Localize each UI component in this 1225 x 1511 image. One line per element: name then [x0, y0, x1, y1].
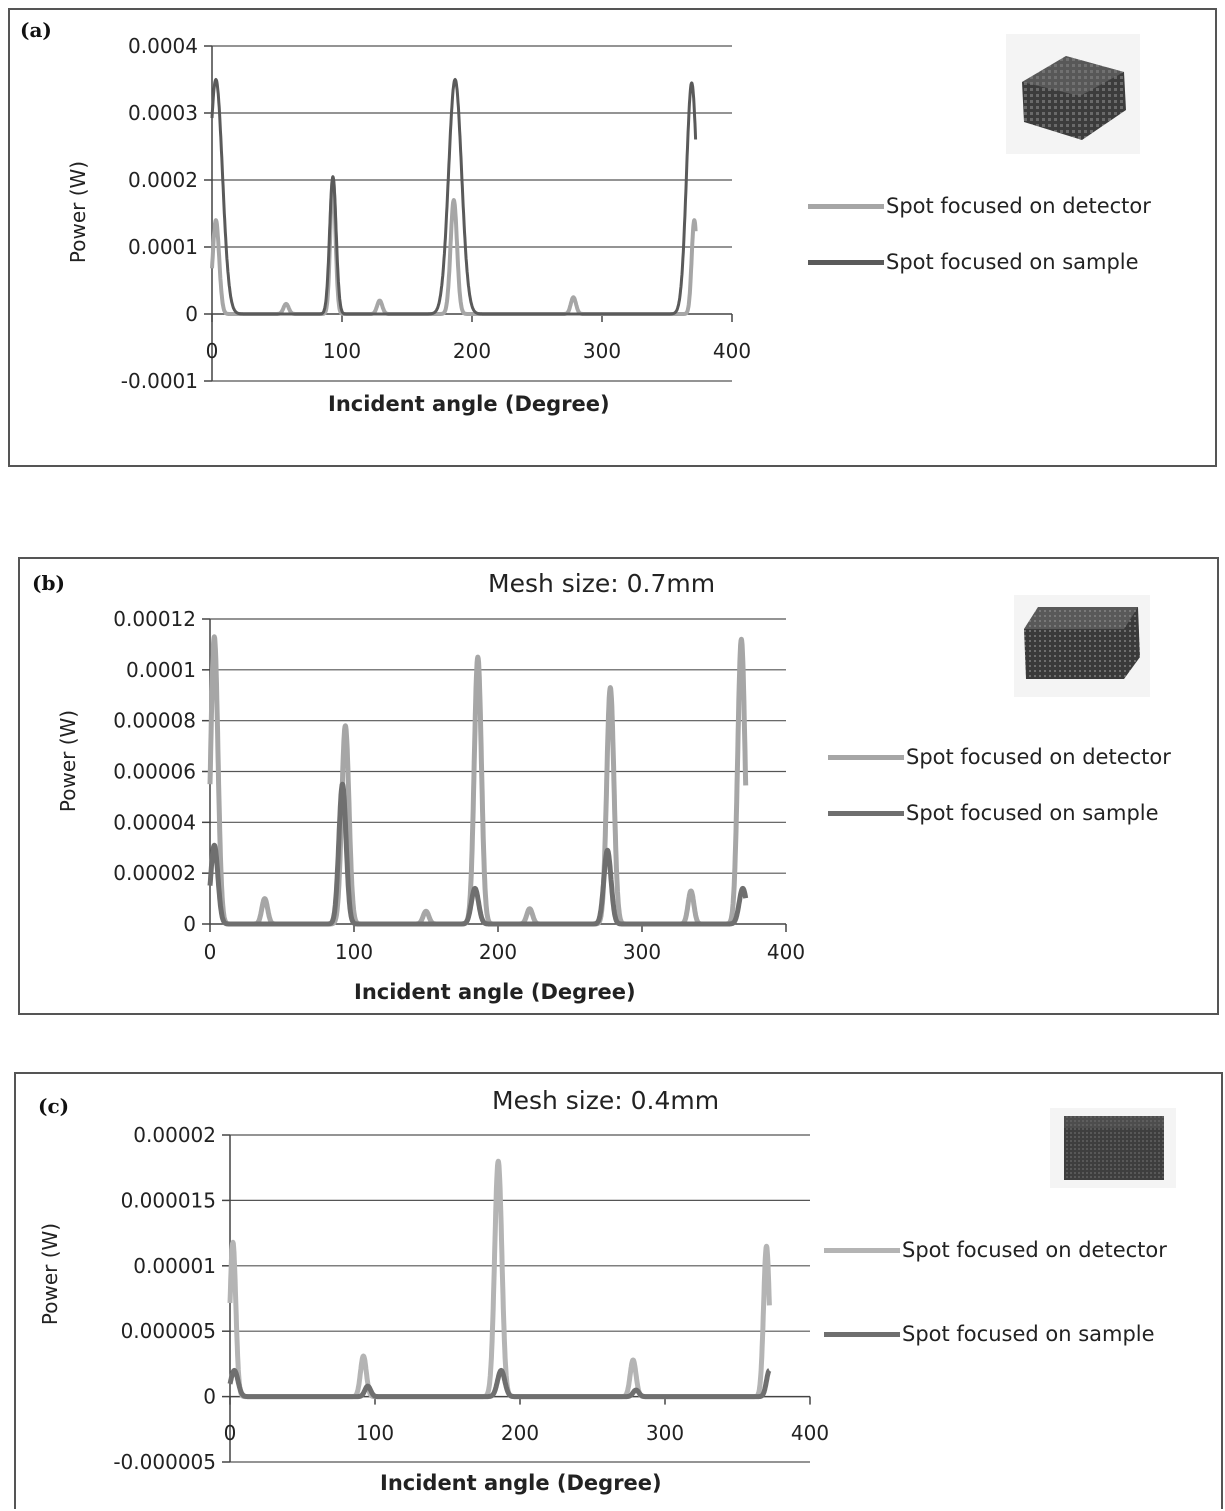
x-tick-label: 400 [767, 940, 805, 964]
chart-panel-a: -0.0001 0 0.0001 0.0002 0.0003 0.0004 0 100 200 3… [8, 8, 1217, 467]
y-tick-label: 0.00008 [113, 709, 196, 733]
series-line-detector [207, 634, 749, 927]
legend-swatch-detector-c [824, 1247, 900, 1253]
series-line-sample [210, 78, 698, 316]
legend-item-sample-a: Spot focused on sample [808, 250, 1151, 276]
x-tick-label: 100 [335, 940, 373, 964]
mesh-cube-image-c [1064, 1116, 1164, 1180]
y-tick-label: 0.00004 [113, 810, 196, 834]
series-line-sample [227, 1367, 772, 1400]
chart-title-b: Mesh size: 0.7mm [488, 569, 716, 598]
panel-label-b: (b) [32, 571, 65, 595]
legend-swatch-detector-a [808, 203, 884, 209]
y-tick-label: 0 [185, 302, 198, 326]
y-tick-label: 0.00002 [133, 1123, 216, 1147]
panel-label-c: (c) [38, 1094, 70, 1118]
legend-b: Spot focused on detector Spot focused on… [828, 745, 1171, 857]
y-tick-label: 0.00006 [113, 760, 196, 784]
mesh-cube-image-b [1024, 607, 1140, 679]
x-tick-label: 200 [453, 339, 491, 363]
y-tick-label: 0.000015 [121, 1188, 216, 1212]
x-tick-label: 300 [646, 1421, 684, 1445]
series-line-sample [207, 781, 749, 927]
sample-photo-a [1006, 34, 1140, 154]
y-tick-label: 0.00012 [113, 607, 196, 631]
x-tick-label: 400 [791, 1421, 829, 1445]
chart-panel-b: 0 0.00002 0.00004 0.00006 0.00008 0.0001 0.000… [18, 557, 1219, 1015]
legend-item-detector-b: Spot focused on detector [828, 745, 1171, 771]
y-axis-label-b: Power (W) [56, 709, 80, 813]
x-tick-label: 0 [204, 940, 217, 964]
plot-area-a: -0.0001 0 0.0001 0.0002 0.0003 0.0004 0 100 200 3… [121, 34, 751, 393]
chart-panel-c: -0.000005 0 0.000005 0.00001 0.000015 0.00002… [14, 1072, 1223, 1509]
legend-label-detector-a: Spot focused on detector [886, 194, 1151, 218]
y-tick-label: -0.000005 [113, 1450, 216, 1474]
x-tick-label: 200 [501, 1421, 539, 1445]
x-tick-label: 0 [224, 1421, 237, 1445]
x-tick-label: 300 [583, 339, 621, 363]
legend-label-sample-a: Spot focused on sample [886, 250, 1139, 274]
y-tick-label: 0.0004 [128, 34, 198, 58]
legend-label-detector-b: Spot focused on detector [906, 745, 1171, 769]
x-axis-label-b: Incident angle (Degree) [354, 980, 636, 1004]
x-tick-label: 100 [356, 1421, 394, 1445]
y-axis-label-a: Power (W) [66, 160, 90, 264]
x-tick-label: 200 [479, 940, 517, 964]
plot-area-b: 0 0.00002 0.00004 0.00006 0.00008 0.0001 0.000… [113, 607, 805, 964]
y-tick-label: 0.000005 [121, 1319, 216, 1343]
y-tick-label: 0.0001 [128, 235, 198, 259]
sample-photo-c [1050, 1108, 1176, 1188]
x-tick-label: 100 [323, 339, 361, 363]
y-tick-label: 0.00002 [113, 861, 196, 885]
legend-swatch-sample-c [824, 1331, 900, 1337]
y-tick-label: 0.0001 [126, 658, 196, 682]
x-tick-label: 0 [206, 339, 219, 363]
legend-label-sample-c: Spot focused on sample [902, 1322, 1155, 1346]
y-tick-label: 0.0002 [128, 168, 198, 192]
legend-a: Spot focused on detector Spot focused on… [808, 194, 1151, 306]
panel-label-a: (a) [20, 18, 52, 42]
legend-item-detector-a: Spot focused on detector [808, 194, 1151, 220]
series-line-detector [227, 1158, 772, 1400]
y-tick-label: 0.0003 [128, 101, 198, 125]
legend-item-sample-c: Spot focused on sample [824, 1322, 1167, 1348]
mesh-cube-image-a [1022, 56, 1126, 140]
legend-item-sample-b: Spot focused on sample [828, 801, 1171, 827]
y-tick-label: 0 [203, 1385, 216, 1409]
y-tick-label: 0.00001 [133, 1254, 216, 1278]
y-tick-label: -0.0001 [121, 369, 198, 393]
legend-c: Spot focused on detector Spot focused on… [824, 1238, 1167, 1378]
x-tick-label: 400 [713, 339, 751, 363]
x-axis-label-c: Incident angle (Degree) [380, 1471, 662, 1495]
legend-swatch-sample-a [808, 259, 884, 265]
legend-item-detector-c: Spot focused on detector [824, 1238, 1167, 1264]
chart-title-c: Mesh size: 0.4mm [492, 1086, 720, 1115]
legend-label-detector-c: Spot focused on detector [902, 1238, 1167, 1262]
y-axis-label-c: Power (W) [38, 1222, 62, 1326]
legend-label-sample-b: Spot focused on sample [906, 801, 1159, 825]
x-tick-label: 300 [623, 940, 661, 964]
sample-photo-b [1014, 595, 1150, 697]
plot-area-c: -0.000005 0 0.000005 0.00001 0.000015 0.00002… [113, 1123, 829, 1474]
legend-swatch-detector-b [828, 754, 904, 760]
legend-swatch-sample-b [828, 810, 904, 816]
x-axis-label-a: Incident angle (Degree) [328, 392, 610, 416]
y-tick-label: 0 [183, 912, 196, 936]
